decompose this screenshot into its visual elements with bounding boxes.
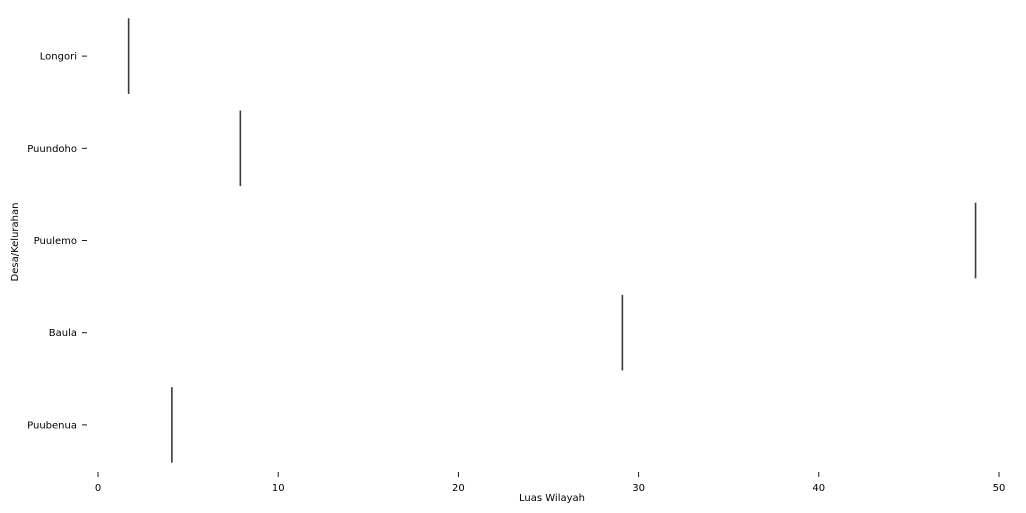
y-axis-label: Desa/Kelurahan bbox=[10, 203, 21, 282]
x-tick-label: 10 bbox=[272, 483, 285, 494]
data-marks bbox=[127, 18, 977, 463]
x-tick-label: 50 bbox=[993, 483, 1006, 494]
y-tick-label: Puulemo bbox=[34, 236, 77, 247]
y-axis: Longori Puundoho Puulemo Baula Puubenua bbox=[27, 52, 87, 431]
y-tick-label: Puundoho bbox=[27, 144, 77, 155]
x-axis-label: Luas Wilayah bbox=[519, 493, 585, 504]
x-tick-label: 20 bbox=[452, 483, 465, 494]
x-tick-label: 40 bbox=[812, 483, 825, 494]
x-tick-label: 0 bbox=[95, 483, 101, 494]
y-tick-label: Longori bbox=[40, 52, 77, 63]
x-axis: 0 10 20 30 40 50 bbox=[95, 472, 1006, 494]
x-tick-label: 30 bbox=[632, 483, 645, 494]
y-tick-label: Baula bbox=[49, 328, 77, 339]
y-tick-label: Puubenua bbox=[27, 420, 77, 431]
